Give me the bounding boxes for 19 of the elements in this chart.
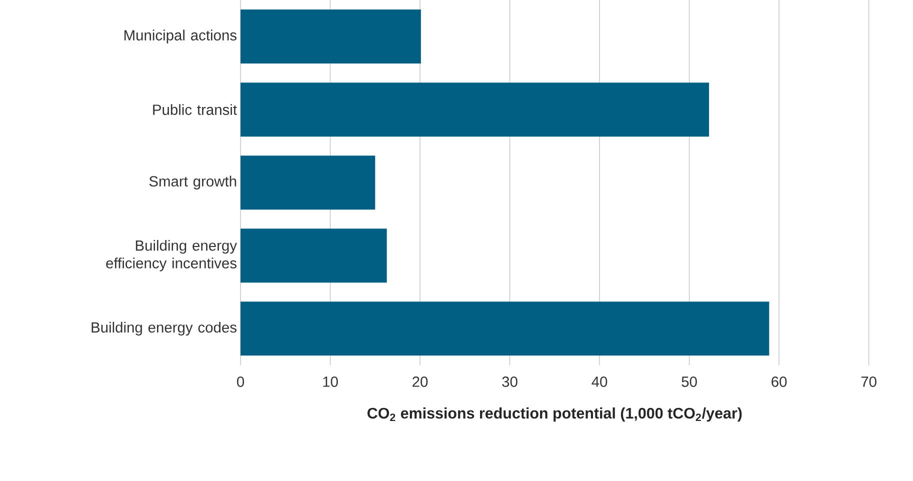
bar — [240, 156, 376, 210]
bar — [240, 302, 770, 356]
x-tick-label: 60 — [772, 376, 787, 387]
bar — [240, 228, 387, 283]
x-tick-label: 20 — [412, 376, 428, 387]
x-axis-title: CO$_{2}$ emissions reduction potential (1,000 tCO$_{2}$/year) — [368, 407, 742, 422]
y-tick-label: Public transit — [153, 104, 237, 115]
x-tick-label: 10 — [323, 376, 338, 387]
x-tick-label: 50 — [682, 376, 697, 387]
y-tick-label: Municipal actions — [124, 30, 236, 44]
x-tick-label: 0 — [236, 376, 244, 387]
bar — [240, 82, 710, 137]
bar — [240, 10, 421, 64]
y-tick-label: Building energy codes — [92, 322, 236, 336]
y-tick-label: Building energy efficiency incentives — [106, 240, 237, 272]
x-tick-label: 70 — [861, 376, 876, 387]
x-tick-label: 30 — [502, 376, 518, 387]
y-tick-label: Smart growth — [149, 176, 236, 190]
x-tick-label: 40 — [592, 376, 608, 387]
